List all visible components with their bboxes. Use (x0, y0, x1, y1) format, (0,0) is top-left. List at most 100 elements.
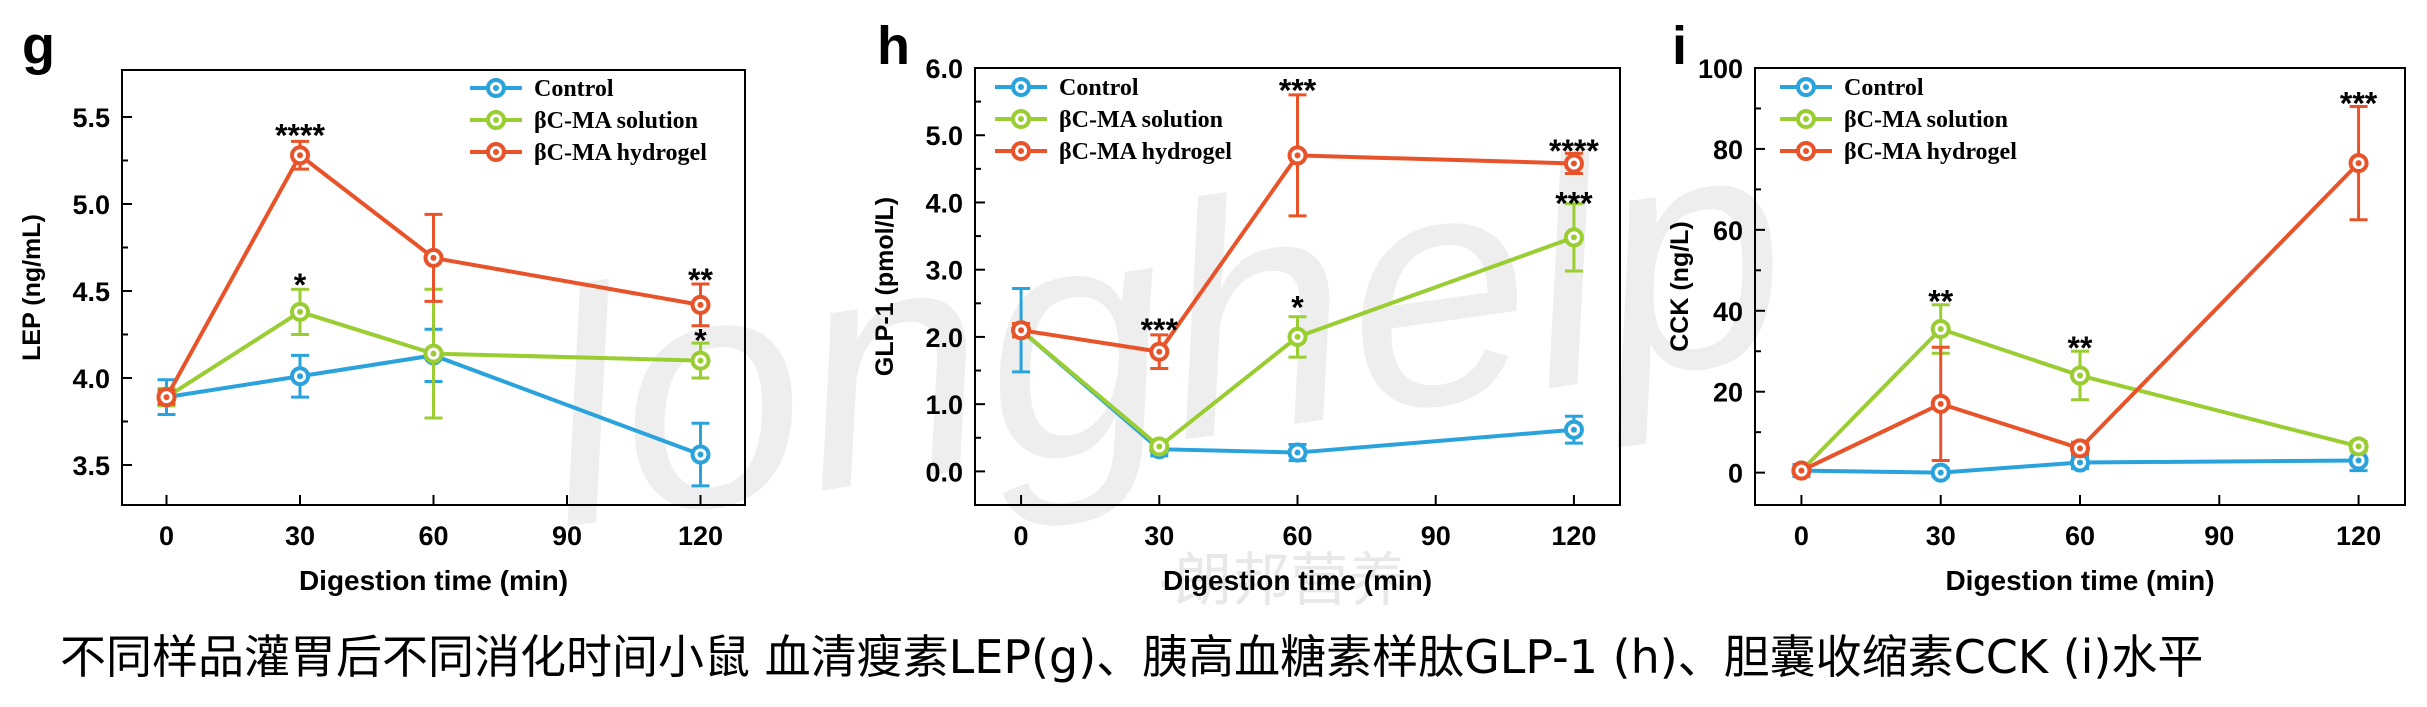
y-tick-label: 60 (1713, 216, 1743, 246)
x-tick-label: 90 (1421, 521, 1451, 551)
series-line (1019, 235, 1575, 450)
legend-marker-center (1018, 84, 1024, 90)
charts: g 3.5 4.0 4.5 5.0 5.5 0 30 60 90 120 Digestion time… (18, 16, 2406, 596)
significance-label: *** (1279, 73, 1317, 109)
data-point-center (297, 308, 303, 315)
panel-letter: i (1672, 16, 1687, 76)
legend-label: βC-MA solution (1844, 107, 2008, 133)
y-tick-label: 3.5 (72, 451, 110, 481)
y-axis-label: CCK (ng/L) (1666, 221, 1694, 352)
significance-label: ** (2068, 330, 2093, 366)
legend-label: βC-MA hydrogel (534, 140, 707, 166)
data-point-center (430, 254, 437, 261)
series-line (164, 152, 701, 399)
series-line (166, 353, 702, 457)
legend-entry: βC-MA hydrogel (1780, 139, 2017, 165)
x-tick-label: 60 (1282, 521, 1312, 551)
data-point-center (1156, 443, 1163, 450)
data-point-center (1294, 333, 1301, 340)
legend-label: βC-MA solution (1059, 107, 1223, 133)
y-tick-label: 0.0 (925, 457, 963, 487)
data-point-center (697, 301, 704, 308)
series--c-ma-hydrogel (1791, 104, 2369, 481)
data-point-center (297, 373, 303, 380)
x-tick-label: 0 (1014, 521, 1029, 551)
legend-marker-center (1803, 84, 1809, 90)
legend-entry: βC-MA hydrogel (470, 140, 707, 166)
y-tick-label: 20 (1713, 378, 1743, 408)
series-line (1020, 153, 1574, 354)
series-line (165, 309, 701, 399)
data-point-center (697, 451, 704, 458)
legend-entry: Control (995, 75, 1139, 101)
x-tick-label: 60 (2065, 521, 2095, 551)
significance-label: **** (275, 117, 325, 153)
legend-marker-center (493, 117, 499, 123)
series--c-ma-solution (1011, 202, 1584, 457)
legend-entry: Control (1780, 75, 1924, 101)
significance-label: ** (1928, 284, 1953, 320)
x-tick-label: 0 (1794, 521, 1809, 551)
y-tick-label: 4.5 (72, 277, 110, 307)
chart-panel-i: i 0 20 40 60 80 100 0 30 60 90 120 Digestion time (m… (1666, 16, 2406, 596)
x-axis-label: Digestion time (min) (299, 565, 568, 596)
data-point-center (1570, 160, 1577, 167)
significance-label: **** (1549, 133, 1599, 169)
data-point-center (2077, 372, 2083, 379)
y-tick-label: 1.0 (925, 390, 963, 420)
x-tick-label: 30 (1144, 521, 1174, 551)
series--c-ma-hydrogel (1011, 93, 1584, 371)
x-tick-label: 30 (285, 521, 315, 551)
significance-label: *** (2340, 85, 2378, 121)
legend-marker-center (493, 149, 499, 155)
legend-label: βC-MA hydrogel (1059, 139, 1232, 165)
legend-marker-center (1018, 148, 1024, 154)
significance-label: * (294, 267, 307, 303)
data-point-center (1570, 426, 1577, 433)
x-tick-label: 90 (2204, 521, 2234, 551)
legend-marker-center (1018, 116, 1024, 122)
significance-label: * (1291, 290, 1304, 326)
legend-entry: βC-MA solution (995, 107, 1223, 133)
chart-panel-h: h 0.0 1.0 2.0 3.0 4.0 5.0 6.0 0 30 60 90 120 Digestio… (871, 16, 1621, 596)
legend-entry: βC-MA solution (1780, 107, 2008, 133)
significance-label: *** (1555, 185, 1593, 221)
x-axis-label: Digestion time (min) (1163, 565, 1432, 596)
y-tick-label: 0 (1728, 459, 1743, 489)
data-point-center (2355, 457, 2362, 464)
x-tick-label: 60 (418, 521, 448, 551)
y-tick-label: 6.0 (925, 54, 963, 84)
legend-marker-center (1803, 148, 1809, 154)
y-tick-label: 100 (1698, 54, 1743, 84)
data-point-center (2355, 160, 2362, 167)
y-tick-label: 4.0 (925, 188, 963, 218)
data-point-center (1937, 400, 1944, 407)
data-point-center (1294, 152, 1301, 159)
data-point-center (1294, 449, 1301, 456)
y-tick-label: 5.5 (72, 103, 110, 133)
x-tick-label: 90 (552, 521, 582, 551)
data-point-center (1937, 469, 1944, 476)
data-point-center (2077, 445, 2083, 452)
series-control (156, 327, 711, 488)
significance-label: *** (1141, 312, 1179, 348)
x-tick-label: 120 (2336, 521, 2381, 551)
data-point-center (163, 394, 170, 401)
data-point-center (430, 350, 437, 357)
x-tick-label: 0 (159, 521, 174, 551)
x-tick-label: 120 (1551, 521, 1596, 551)
data-point-center (1018, 327, 1025, 334)
data-point-center (1937, 325, 1944, 332)
legend-label: Control (1844, 75, 1924, 101)
legend-label: βC-MA hydrogel (1844, 139, 2017, 165)
series-control (1791, 448, 2369, 483)
series-line (1800, 326, 2360, 473)
series-line (1800, 161, 2361, 473)
data-point-center (297, 152, 303, 159)
legend-label: βC-MA solution (534, 108, 698, 134)
series-line (1801, 458, 2359, 475)
figure-caption: 不同样品灌胃后不同消化时间小鼠 血清瘦素LEP(g)、胰高血糖素样肽GLP-1 … (60, 630, 2204, 684)
panel-letter: g (22, 16, 55, 76)
y-axis-label: LEP (ng/mL) (18, 214, 46, 361)
y-tick-label: 5.0 (72, 190, 110, 220)
